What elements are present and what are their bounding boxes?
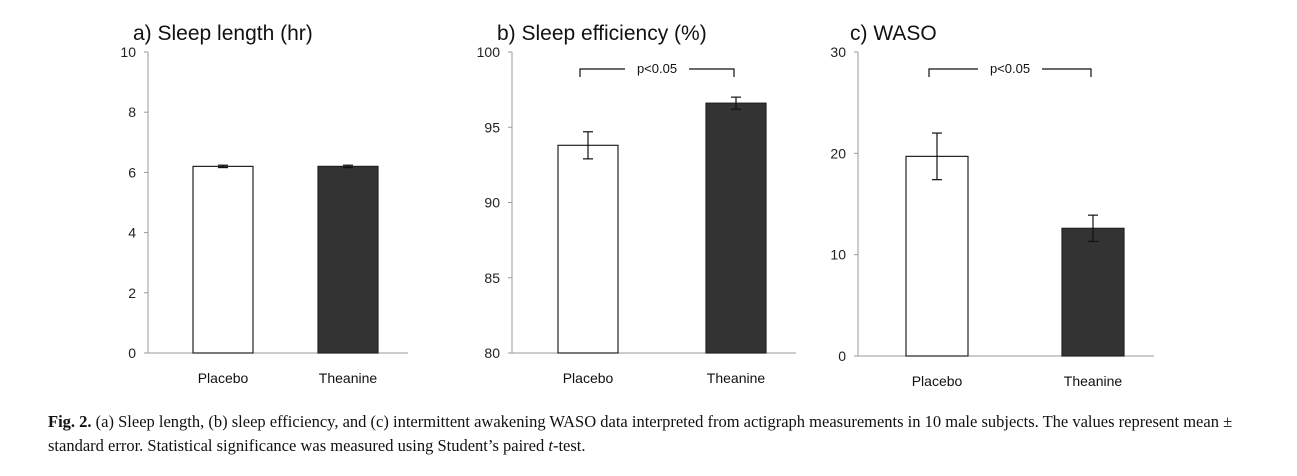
y-tick-label: 85 [484,270,500,286]
y-tick-label: 100 [477,44,501,60]
x-tick-label: Placebo [198,370,249,386]
bar-theanine [1061,227,1125,357]
y-tick-label: 90 [484,195,500,211]
y-tick-label: 10 [830,247,846,263]
bar-placebo [192,165,254,354]
x-tick-label: Theanine [1064,373,1123,389]
significance-label: p<0.05 [637,61,677,76]
significance-bracket [579,68,735,77]
significance-bracket [928,68,1092,77]
y-tick-label: 6 [128,164,136,180]
y-tick-label: 20 [830,145,846,161]
significance-label: p<0.05 [990,61,1030,76]
chart-title: b) Sleep efficiency (%) [497,22,707,45]
chart-title: a) Sleep length (hr) [133,22,313,45]
chart-panel-1: a) Sleep length (hr) 0 2 4 6 8 10 Placebo Theani… [120,22,408,386]
y-tick-label: 0 [838,348,846,364]
caption-lead: Fig. 2. [48,412,92,431]
y-tick-label: 80 [484,345,500,361]
y-tick-label: 95 [484,119,500,135]
caption-text-end: -test. [552,436,586,455]
bar-theanine [705,102,767,354]
y-tick-label: 4 [128,225,136,241]
chart-panel-2: b) Sleep efficiency (%) 80 85 90 95 100 Placeb… [477,22,796,386]
x-tick-label: Placebo [563,370,614,386]
y-tick-label: 2 [128,285,136,301]
x-tick-label: Theanine [319,370,378,386]
bar-theanine [317,165,379,354]
bar-placebo [905,155,969,357]
chart-panel-3: c) WASO 0 10 20 30 Placebo Theanine p<0.05 [830,22,1154,389]
x-tick-label: Theanine [707,370,766,386]
chart-title: c) WASO [850,22,937,45]
y-tick-label: 8 [128,104,136,120]
y-tick-label: 30 [830,44,846,60]
caption-italic: t [548,436,553,455]
caption-text: (a) Sleep length, (b) sleep efficiency, … [48,412,1233,455]
figure-charts: a) Sleep length (hr) 0 2 4 6 8 10 Placebo Theani… [120,22,1154,389]
figure-caption: Fig. 2. (a) Sleep length, (b) sleep effi… [48,410,1278,458]
y-tick-label: 0 [128,345,136,361]
x-tick-label: Placebo [912,373,963,389]
bar-placebo [557,144,619,354]
y-tick-label: 10 [120,44,136,60]
